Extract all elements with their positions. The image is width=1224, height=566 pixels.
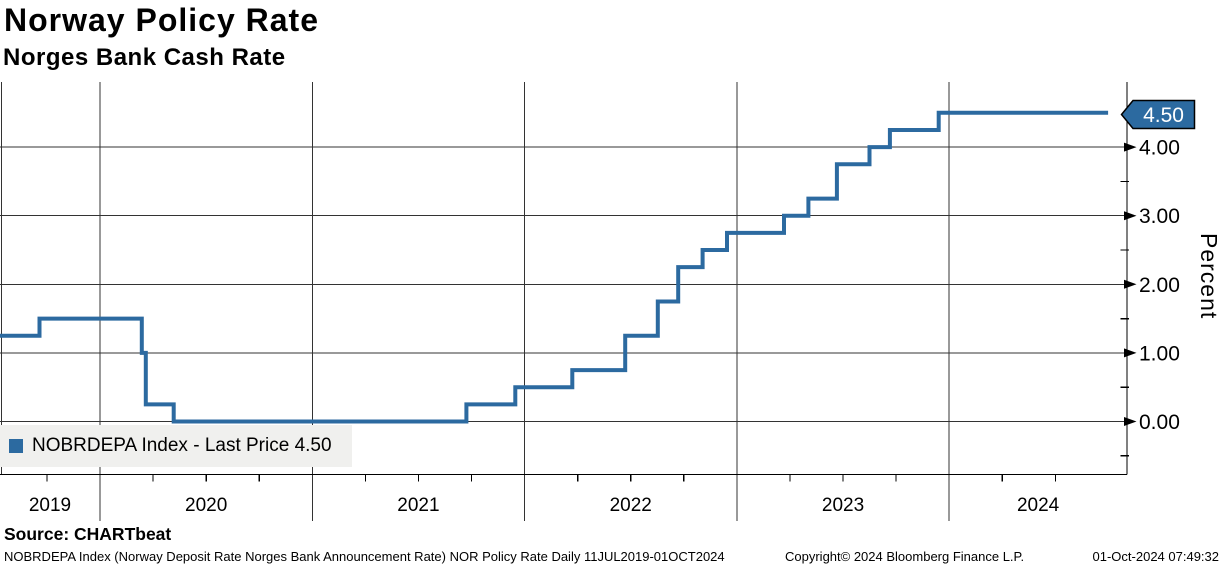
legend-series-swatch	[9, 439, 23, 453]
footer-description: NOBRDEPA Index (Norway Deposit Rate Norg…	[4, 549, 725, 564]
y-tick-arrow	[1124, 142, 1137, 152]
y-tick-arrow	[1124, 211, 1137, 221]
policy-rate-step-line	[0, 110, 1109, 424]
chart-legend: NOBRDEPA Index - Last Price 4.50	[0, 425, 352, 467]
y-tick-arrow	[1124, 279, 1137, 289]
y-axis-tick-label: 2.00	[1139, 274, 1180, 297]
footer-copyright: Copyright© 2024 Bloomberg Finance L.P.	[785, 549, 1025, 564]
x-axis-tick-label: 2022	[610, 495, 652, 516]
x-axis-tick-label: 2021	[397, 495, 439, 516]
footer: NOBRDEPA Index (Norway Deposit Rate Norg…	[0, 548, 1224, 566]
y-tick-arrow	[1124, 348, 1137, 358]
footer-timestamp: 01-Oct-2024 07:49:32	[1092, 549, 1219, 564]
page-subtitle: Norges Bank Cash Rate	[3, 44, 286, 71]
y-axis-tick-label: 1.00	[1139, 342, 1180, 365]
legend-series-label: NOBRDEPA Index - Last Price 4.50	[32, 435, 332, 456]
y-axis-tick-label: 0.00	[1139, 411, 1180, 434]
y-axis-tick-label: 3.00	[1139, 205, 1180, 228]
source-line: Source: CHARTbeat	[4, 524, 172, 544]
x-axis-tick-label: 2023	[822, 495, 864, 516]
x-axis-tick-label: 2024	[1017, 495, 1060, 516]
y-tick-arrow	[1124, 417, 1137, 426]
page-title: Norway Policy Rate	[4, 2, 319, 38]
last-price-flag	[1120, 99, 1196, 130]
x-axis-tick-label: 2020	[185, 495, 227, 516]
y-axis-title: Percent	[1196, 233, 1222, 320]
last-price-flag-value: 4.50	[1143, 104, 1184, 127]
x-axis-tick-label: 2019	[29, 495, 71, 516]
y-axis-tick-label: 4.00	[1139, 137, 1180, 160]
